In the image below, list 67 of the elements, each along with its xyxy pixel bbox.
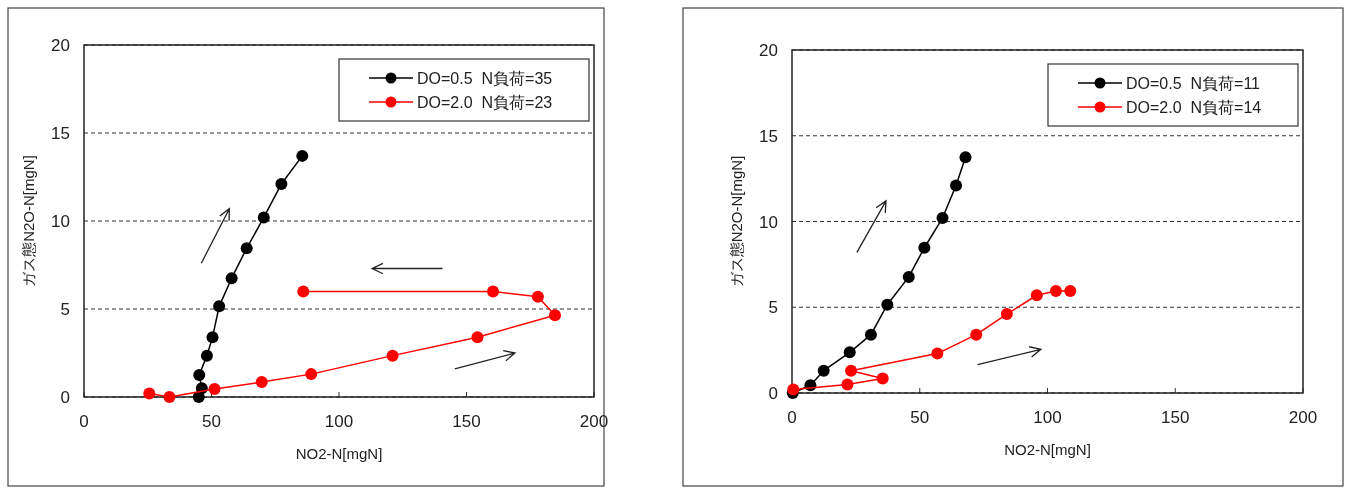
point — [959, 151, 972, 164]
point — [787, 383, 800, 396]
y-tick-label: 10 — [759, 212, 778, 232]
point — [386, 349, 399, 362]
x-tick-label: 100 — [1033, 408, 1062, 427]
x-tick-label: 50 — [910, 408, 930, 427]
point — [902, 270, 915, 283]
x-tick-label: 0 — [79, 412, 89, 431]
point — [864, 328, 877, 341]
point — [843, 346, 856, 359]
point — [255, 376, 268, 389]
point — [471, 331, 484, 344]
point — [163, 391, 176, 403]
point — [1064, 284, 1077, 297]
x-tick-label: 200 — [579, 412, 609, 431]
x-tick-label: 50 — [202, 412, 221, 431]
point — [876, 372, 889, 385]
point — [487, 285, 500, 298]
y-tick-label: 5 — [60, 300, 70, 319]
point — [1030, 289, 1043, 302]
point — [817, 364, 830, 377]
point — [881, 298, 894, 311]
legend-label: DO=0.5 N負荷=35 — [417, 70, 553, 87]
point — [225, 272, 238, 285]
x-axis-title: NO2-N[mgN] — [295, 445, 383, 462]
x-tick-label: 200 — [1288, 408, 1318, 427]
y-tick-label: 20 — [759, 41, 778, 60]
point — [200, 349, 213, 362]
legend-label: DO=0.5 N負荷=11 — [1126, 75, 1261, 92]
point — [240, 242, 253, 255]
legend-label: DO=2.0 N負荷=14 — [1126, 99, 1262, 116]
x-tick-label: 150 — [1161, 408, 1190, 427]
point — [845, 364, 858, 377]
point — [1000, 308, 1013, 321]
y-tick-label: 0 — [768, 384, 778, 403]
point — [931, 347, 944, 360]
point — [918, 241, 931, 254]
y-axis-title: ガス態N2O-N[mgN] — [728, 155, 745, 288]
point — [275, 178, 288, 191]
y-tick-label: 15 — [759, 126, 778, 146]
point — [213, 300, 226, 313]
point — [296, 149, 309, 162]
point — [1049, 284, 1062, 297]
point — [305, 368, 318, 381]
x-tick-label: 150 — [452, 412, 481, 431]
legend-label: DO=2.0 N負荷=23 — [417, 94, 553, 111]
point — [970, 328, 983, 341]
y-axis-title: ガス態N2O-N[mgN] — [20, 155, 37, 287]
y-tick-label: 5 — [768, 298, 778, 318]
x-axis-title: NO2-N[mgN] — [1004, 441, 1091, 458]
y-tick-label: 0 — [60, 388, 70, 407]
point — [548, 309, 561, 322]
y-tick-label: 15 — [51, 124, 70, 143]
point — [257, 211, 270, 224]
point — [208, 383, 221, 396]
point — [841, 378, 854, 391]
y-tick-label: 20 — [51, 36, 70, 55]
point — [950, 179, 963, 192]
point — [206, 331, 219, 344]
point — [297, 285, 310, 298]
point — [531, 290, 544, 303]
point — [193, 369, 206, 381]
y-tick-label: 10 — [51, 212, 70, 231]
x-tick-label: 0 — [787, 408, 797, 427]
point — [143, 387, 156, 400]
x-tick-label: 100 — [324, 412, 354, 431]
point — [936, 212, 949, 225]
